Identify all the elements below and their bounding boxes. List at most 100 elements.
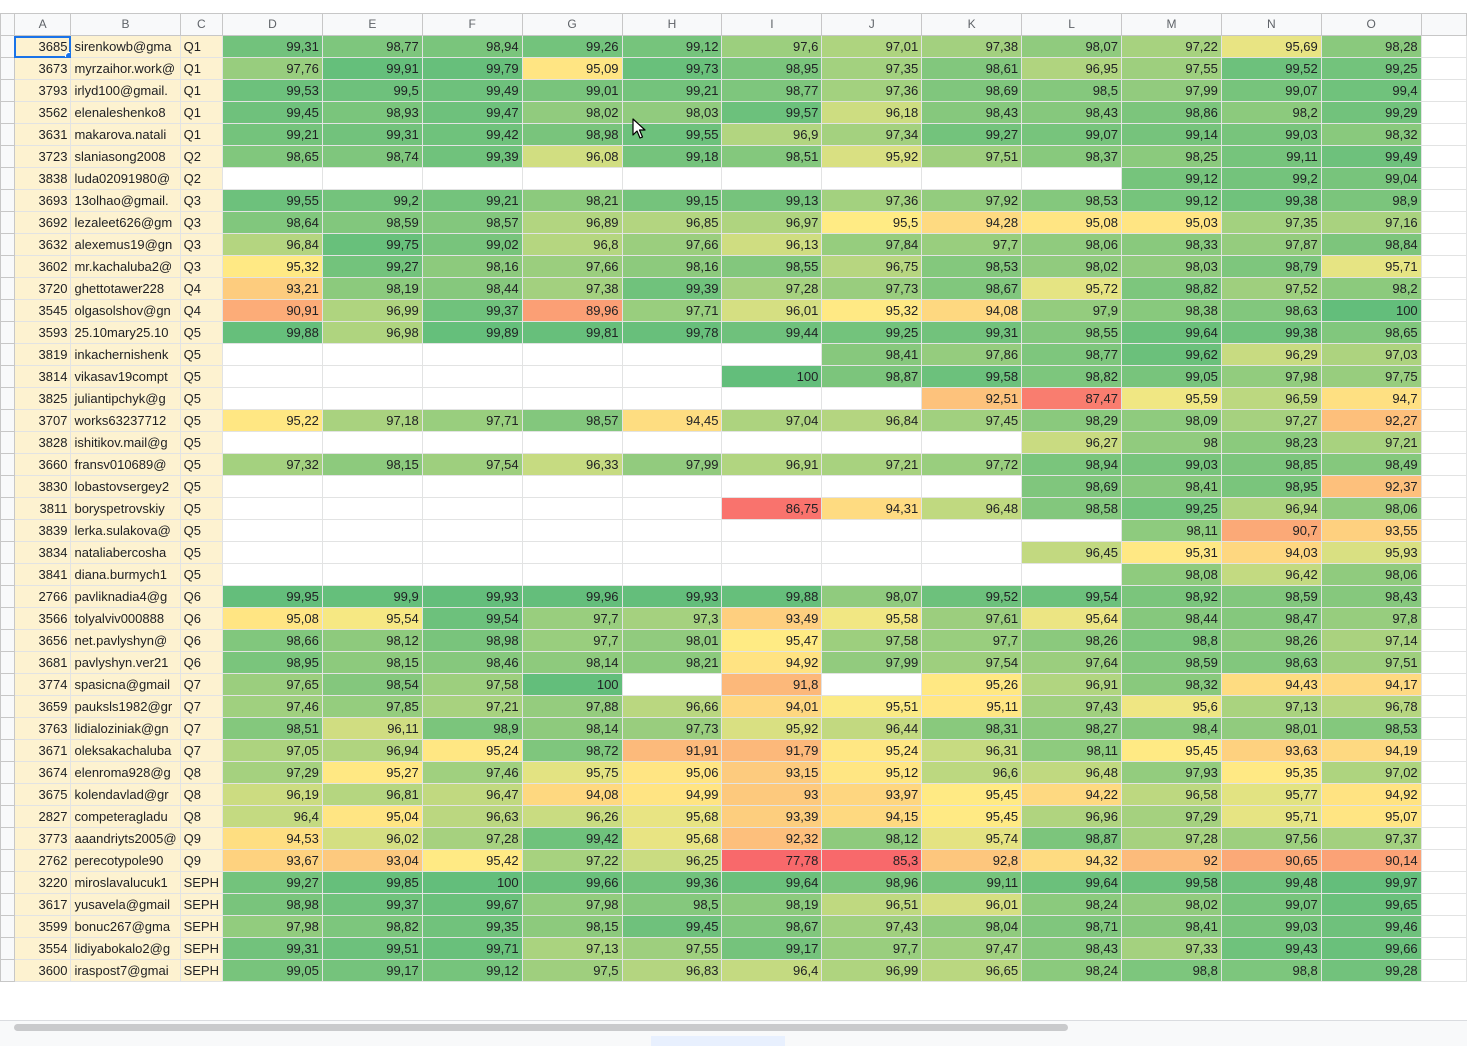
cell-score-d[interactable]: 96,84 [221,233,323,256]
cell-group[interactable]: Q1 [179,79,223,102]
cell-score-m[interactable]: 98,38 [1121,299,1222,322]
cell-score-k[interactable]: 97,72 [921,453,1023,476]
cell-score-o[interactable]: 98,28 [1320,35,1422,58]
cell-score-h[interactable]: 98,21 [621,651,723,674]
cell-score-l[interactable]: 98,5 [1021,79,1122,102]
cell-score-d[interactable]: 99,31 [221,35,323,58]
cell-id[interactable]: 3600 [13,959,72,982]
cell-score-d[interactable]: 93,67 [221,849,323,872]
cell-score-k[interactable]: 92,51 [921,387,1023,410]
cell-score-k[interactable] [921,475,1023,498]
row-header[interactable] [0,915,15,938]
cell-score-j[interactable]: 97,01 [821,35,923,58]
cell-score-o[interactable]: 97,37 [1320,827,1422,850]
cell-score-d[interactable] [221,475,323,498]
cell-score-i[interactable]: 99,13 [721,189,823,212]
cell-score-f[interactable] [421,497,523,520]
cell-score-d[interactable]: 99,55 [221,189,323,212]
cell-score-f[interactable] [421,563,523,586]
cell-id[interactable]: 3602 [13,255,72,278]
cell-score-g[interactable]: 97,7 [521,607,623,630]
cell-empty[interactable] [1420,233,1467,256]
cell-score-j[interactable]: 98,87 [821,365,923,388]
cell-score-g[interactable]: 99,26 [521,35,623,58]
row-header[interactable] [0,893,15,916]
cell-id[interactable]: 3720 [13,277,72,300]
cell-score-i[interactable]: 95,47 [721,629,823,652]
cell-email[interactable]: pauksls1982@gr [70,695,181,718]
cell-score-h[interactable]: 98,5 [621,893,723,916]
cell-score-g[interactable]: 97,13 [521,937,623,960]
cell-score-j[interactable]: 85,3 [821,849,923,872]
cell-score-d[interactable]: 95,08 [221,607,323,630]
cell-empty[interactable] [1420,563,1467,586]
cell-score-m[interactable]: 97,93 [1121,761,1222,784]
cell-score-g[interactable]: 98,14 [521,651,623,674]
cell-email[interactable]: yusavela@gmail [70,893,181,916]
cell-empty[interactable] [1420,915,1467,938]
cell-score-l[interactable] [1021,519,1122,542]
cell-empty[interactable] [1420,255,1467,278]
cell-score-m[interactable]: 99,64 [1121,321,1222,344]
cell-score-e[interactable] [321,497,423,520]
cell-score-j[interactable]: 98,12 [821,827,923,850]
cell-email[interactable]: sirenkowb@gma [70,35,181,58]
cell-score-f[interactable] [421,519,523,542]
cell-score-i[interactable]: 96,13 [721,233,823,256]
cell-score-n[interactable]: 97,56 [1220,827,1322,850]
cell-email[interactable]: 13olhao@gmail. [70,189,181,212]
cell-score-l[interactable]: 95,72 [1021,277,1122,300]
cell-score-h[interactable]: 98,16 [621,255,723,278]
cell-group[interactable]: SEPH [179,915,223,938]
cell-score-m[interactable]: 98,32 [1121,673,1222,696]
cell-score-j[interactable]: 99,25 [821,321,923,344]
cell-score-h[interactable]: 96,83 [621,959,723,982]
cell-id[interactable]: 3681 [13,651,72,674]
cell-score-f[interactable]: 100 [421,871,523,894]
cell-score-i[interactable]: 99,88 [721,585,823,608]
cell-score-i[interactable]: 96,4 [721,959,823,982]
cell-group[interactable]: Q3 [179,189,223,212]
cell-email[interactable]: alexemus19@gn [70,233,181,256]
cell-score-j[interactable]: 97,7 [821,937,923,960]
cell-score-j[interactable]: 94,31 [821,497,923,520]
cell-score-m[interactable]: 99,58 [1121,871,1222,894]
cell-empty[interactable] [1420,431,1467,454]
cell-score-m[interactable]: 95,59 [1121,387,1222,410]
cell-score-n[interactable]: 98,63 [1220,299,1322,322]
cell-score-f[interactable]: 99,02 [421,233,523,256]
cell-score-l[interactable]: 98,24 [1021,893,1122,916]
cell-score-m[interactable]: 98,41 [1121,475,1222,498]
cell-score-k[interactable]: 97,7 [921,629,1023,652]
cell-score-h[interactable]: 98,03 [621,101,723,124]
cell-group[interactable]: SEPH [179,959,223,982]
cell-id[interactable]: 3819 [13,343,72,366]
row-header[interactable] [0,849,15,872]
cell-score-o[interactable]: 98,43 [1320,585,1422,608]
cell-score-l[interactable]: 96,45 [1021,541,1122,564]
cell-score-k[interactable]: 97,47 [921,937,1023,960]
column-header-n[interactable]: N [1220,13,1322,36]
cell-score-m[interactable]: 99,03 [1121,453,1222,476]
cell-score-n[interactable]: 99,38 [1220,189,1322,212]
row-header[interactable] [0,343,15,366]
cell-score-g[interactable]: 97,66 [521,255,623,278]
cell-score-j[interactable]: 97,21 [821,453,923,476]
cell-email[interactable]: lobastovsergey2 [70,475,181,498]
cell-score-k[interactable]: 95,74 [921,827,1023,850]
cell-group[interactable]: Q5 [179,563,223,586]
cell-empty[interactable] [1420,739,1467,762]
cell-score-f[interactable]: 99,54 [421,607,523,630]
cell-score-j[interactable]: 95,51 [821,695,923,718]
cell-score-h[interactable]: 97,55 [621,937,723,960]
cell-score-f[interactable]: 98,16 [421,255,523,278]
cell-group[interactable]: Q2 [179,167,223,190]
cell-score-h[interactable]: 99,39 [621,277,723,300]
cell-score-n[interactable]: 98,79 [1220,255,1322,278]
cell-score-o[interactable]: 95,71 [1320,255,1422,278]
cell-score-d[interactable]: 99,53 [221,79,323,102]
cell-score-h[interactable]: 99,21 [621,79,723,102]
cell-score-e[interactable]: 95,04 [321,805,423,828]
cell-score-n[interactable]: 93,63 [1220,739,1322,762]
cell-score-j[interactable]: 97,36 [821,189,923,212]
